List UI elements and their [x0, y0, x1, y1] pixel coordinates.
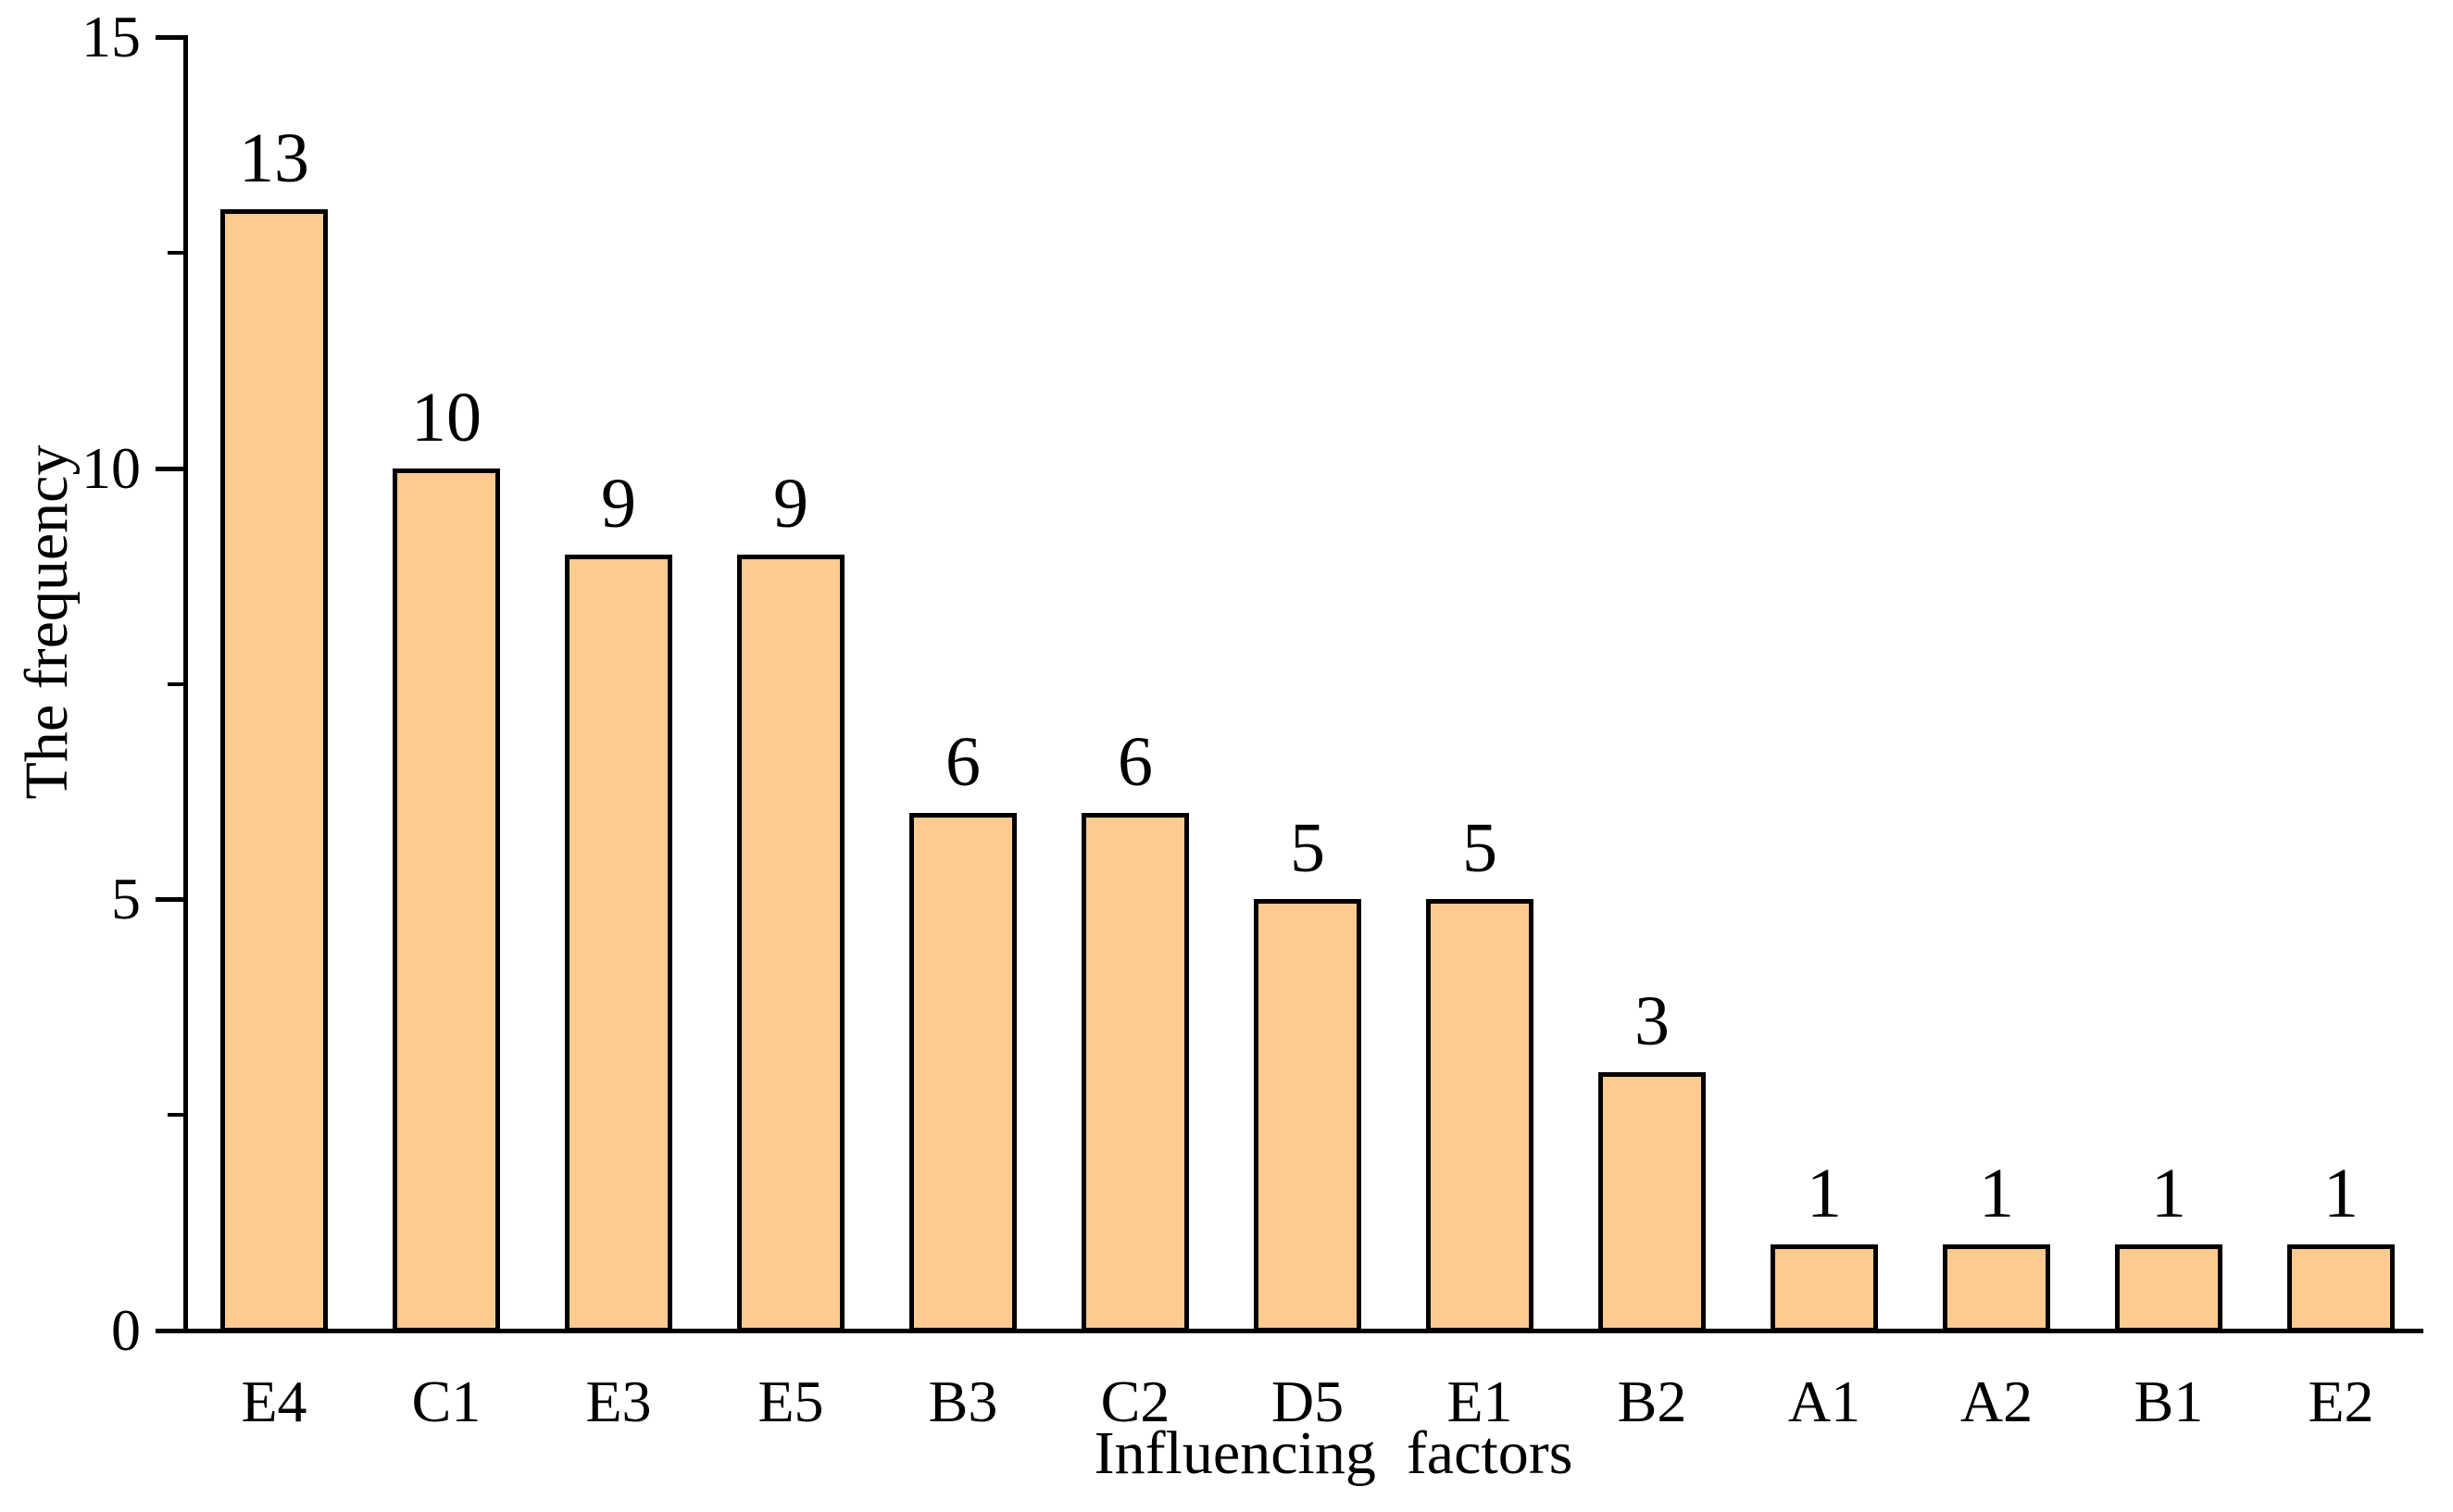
bar-value-label: 9 [601, 464, 636, 543]
bar-b2 [1598, 1071, 1706, 1332]
bar-value-label: 1 [1979, 1154, 2014, 1232]
bar-value-label: 13 [239, 119, 309, 198]
bar-value-label: 5 [1290, 809, 1325, 888]
bar-a1 [1771, 1243, 1878, 1332]
y-axis-line [183, 35, 188, 1333]
bar-a2 [1943, 1243, 2050, 1332]
bar-value-label: 6 [945, 723, 981, 802]
bar-value-label: 1 [2323, 1154, 2359, 1232]
x-tick-label: A2 [1959, 1368, 2034, 1434]
bar-d5 [1254, 899, 1361, 1332]
bar-c2 [1082, 813, 1189, 1332]
y-tick-label: 10 [81, 434, 141, 501]
bar-e5 [737, 554, 845, 1332]
y-minor-tick [168, 1113, 185, 1118]
y-tick-label: 0 [111, 1297, 141, 1363]
y-major-tick [156, 35, 185, 41]
bar-c1 [393, 468, 500, 1332]
x-tick-label: C1 [411, 1368, 482, 1434]
y-minor-tick [168, 250, 185, 255]
bar-e1 [1426, 899, 1533, 1332]
x-tick-label: E5 [757, 1368, 824, 1434]
y-major-tick [156, 897, 185, 903]
x-tick-label: E4 [241, 1368, 307, 1434]
x-tick-label: A1 [1787, 1368, 1861, 1434]
x-tick-label: C2 [1100, 1368, 1170, 1434]
x-tick-label: B2 [1617, 1368, 1687, 1434]
bar-e4 [220, 209, 328, 1332]
bar-b3 [909, 813, 1017, 1332]
bar-value-label: 9 [773, 464, 808, 543]
x-tick-label: E3 [585, 1368, 652, 1434]
bar-value-label: 10 [411, 378, 482, 456]
bar-b1 [2115, 1243, 2222, 1332]
x-tick-label: D5 [1270, 1368, 1345, 1434]
x-axis-title: Influencing factors [1094, 1419, 1573, 1487]
bar-e2 [2287, 1243, 2395, 1332]
y-major-tick [156, 466, 185, 471]
bar-value-label: 6 [1118, 723, 1153, 802]
x-tick-label: B3 [928, 1368, 998, 1434]
y-minor-tick [168, 681, 185, 686]
bar-value-label: 1 [1807, 1154, 1842, 1232]
bar-value-label: 3 [1634, 981, 1670, 1060]
x-tick-label: E1 [1446, 1368, 1513, 1434]
bar-value-label: 5 [1462, 809, 1497, 888]
y-tick-label: 15 [81, 4, 141, 70]
x-tick-label: B1 [2134, 1368, 2204, 1434]
x-tick-label: E2 [2308, 1368, 2374, 1434]
bar-e3 [565, 554, 672, 1332]
bar-value-label: 1 [2151, 1154, 2186, 1232]
y-tick-label: 5 [111, 866, 141, 932]
